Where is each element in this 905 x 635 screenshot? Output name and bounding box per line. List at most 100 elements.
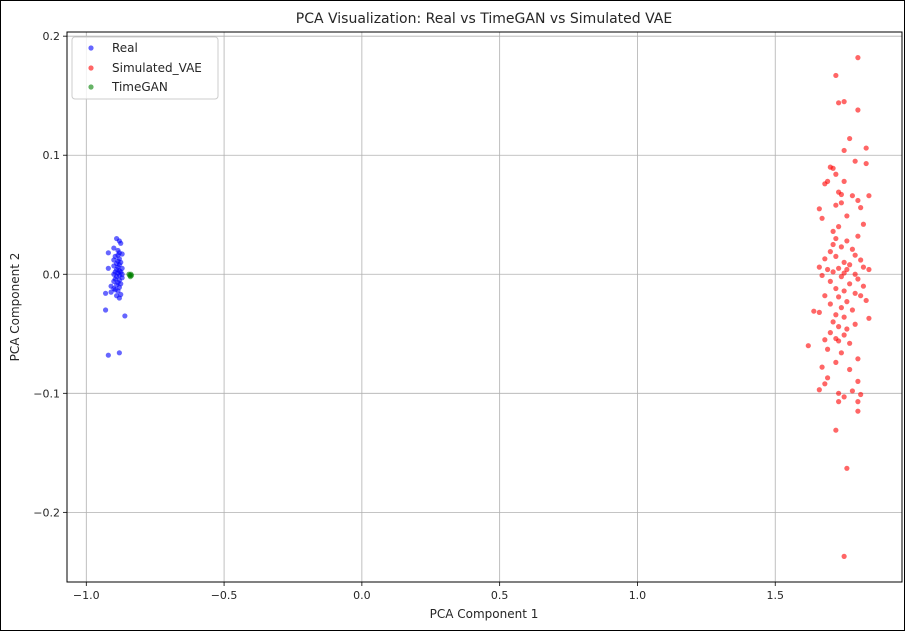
real-point — [116, 295, 122, 301]
simulated-vae-point — [838, 191, 844, 198]
simulated-vae-point — [827, 278, 833, 284]
simulated-vae-point — [860, 283, 867, 289]
simulated-vae-point — [858, 293, 864, 299]
simulated-vae-point — [822, 337, 828, 343]
simulated-vae-point — [833, 72, 839, 79]
simulated-vae-point — [836, 294, 842, 300]
simulated-vae-point — [833, 285, 839, 292]
simulated-vae-point — [844, 238, 850, 244]
simulated-vae-point — [830, 165, 836, 171]
real-point — [102, 307, 109, 313]
simulated-vae-point — [816, 206, 822, 212]
simulated-vae-point — [830, 228, 836, 234]
y-tick-label: −0.1 — [33, 387, 60, 400]
simulated-vae-point — [841, 270, 847, 276]
grid-lines — [67, 32, 902, 582]
x-axis-label: PCA Component 1 — [430, 607, 539, 621]
simulated-vae-point — [833, 171, 839, 177]
simulated-vae-point — [847, 135, 853, 142]
y-tick-label: 0.2 — [43, 30, 61, 43]
simulated-vae-point — [855, 356, 861, 362]
simulated-vae-point — [858, 205, 864, 211]
simulated-vae-point — [836, 338, 842, 344]
simulated-vae-point — [838, 350, 844, 356]
simulated-vae-point — [852, 158, 858, 164]
simulated-vae-point — [824, 375, 831, 381]
simulated-vae-point — [863, 145, 869, 151]
simulated-vae-point — [855, 276, 861, 282]
simulated-vae-point — [852, 290, 858, 296]
simulated-vae-point — [858, 391, 864, 398]
simulated-vae-point — [838, 274, 844, 280]
simulated-vae-point — [841, 332, 847, 338]
x-axis-ticks: −1.0 −0.5 0.0 0.5 1.0 1.5 — [73, 582, 784, 602]
simulated-vae-point — [844, 326, 850, 332]
simulated-vae-point — [827, 249, 833, 255]
simulated-vae-point — [833, 253, 839, 259]
legend-label-timegan: TimeGAN — [111, 80, 168, 94]
simulated-vae-point — [863, 160, 869, 167]
simulated-vae-point — [833, 359, 839, 365]
x-tick-label: 0.5 — [491, 589, 509, 602]
y-tick-label: 0.0 — [43, 268, 61, 281]
y-tick-label: 0.1 — [43, 149, 61, 162]
legend-marker-real — [88, 45, 94, 51]
simulated-vae-point — [830, 241, 836, 248]
timegan-point — [128, 272, 135, 279]
legend-box — [71, 36, 219, 100]
simulated-vae-point — [822, 181, 828, 187]
real-point — [112, 287, 118, 293]
simulated-vae-point — [855, 378, 861, 384]
simulated-vae-point — [860, 264, 867, 270]
simulated-vae-point — [805, 343, 811, 349]
legend-label-real: Real — [112, 41, 138, 55]
simulated-vae-point — [833, 312, 839, 318]
simulated-vae-point — [847, 366, 853, 373]
simulated-vae-point — [816, 309, 822, 315]
simulated-vae-point — [841, 394, 847, 400]
real-point — [119, 251, 125, 257]
plot-frame — [66, 31, 903, 583]
simulated-vae-point — [836, 390, 842, 396]
simulated-vae-point — [855, 107, 861, 113]
simulated-vae-point — [849, 307, 856, 313]
simulated-vae-point — [819, 215, 825, 221]
simulated-vae-point — [824, 266, 831, 273]
simulated-vae-point — [855, 399, 861, 405]
legend: Real Simulated_VAE TimeGAN — [71, 36, 219, 100]
simulated-vae-point — [822, 381, 828, 387]
real-point — [105, 250, 111, 256]
simulated-vae-point — [816, 264, 822, 270]
simulated-vae-point — [852, 252, 858, 258]
simulated-vae-point — [855, 55, 861, 61]
x-tick-label: 1.0 — [629, 589, 647, 602]
simulated-vae-point — [836, 100, 842, 106]
y-axis-ticks: −0.2 −0.1 0.0 0.1 0.2 — [33, 30, 67, 519]
simulated-vae-point — [822, 293, 828, 299]
simulated-vae-point — [824, 346, 831, 352]
simulated-vae-point — [836, 224, 842, 230]
simulated-vae-point — [852, 321, 858, 327]
simulated-vae-point — [841, 178, 847, 184]
x-tick-label: −0.5 — [211, 589, 238, 602]
real-point — [115, 252, 121, 258]
simulated-vae-point — [836, 265, 842, 271]
real-point — [111, 257, 117, 263]
data-points — [102, 55, 872, 560]
simulated-vae-point — [816, 387, 822, 393]
plot-background — [67, 32, 902, 582]
simulated-vae-point — [819, 364, 825, 370]
simulated-vae-point — [833, 202, 839, 208]
simulated-vae-point — [822, 256, 828, 262]
simulated-vae-point — [858, 257, 864, 263]
simulated-vae-point — [836, 399, 842, 405]
real-point — [119, 271, 125, 277]
simulated-vae-point — [841, 288, 847, 294]
simulated-vae-point — [830, 269, 836, 275]
simulated-vae-point — [855, 197, 861, 204]
simulated-vae-point — [847, 281, 853, 287]
simulated-vae-point — [855, 408, 861, 414]
real-point — [102, 290, 109, 296]
simulated-vae-point — [866, 266, 872, 273]
